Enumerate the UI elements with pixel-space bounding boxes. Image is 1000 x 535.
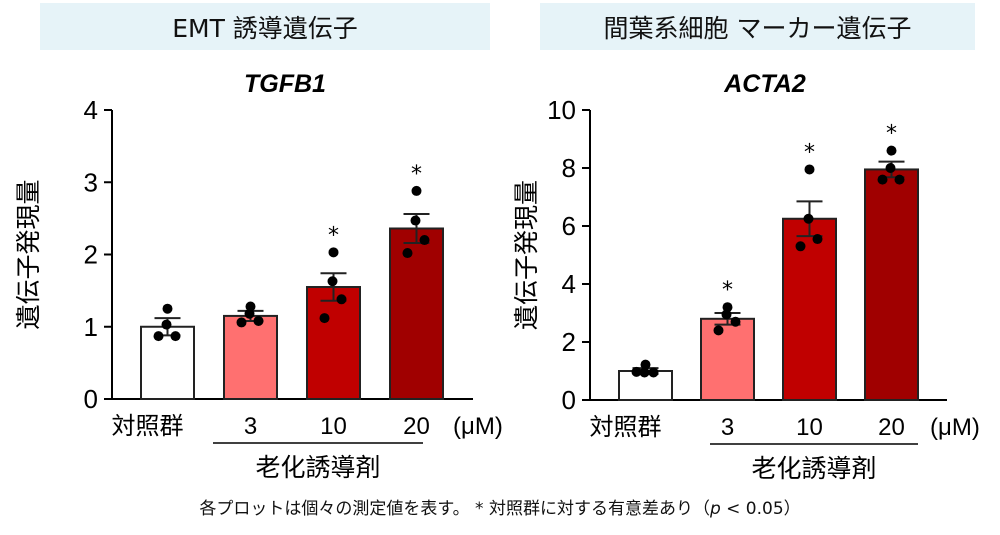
- bar-3: [389, 227, 444, 400]
- footnote-tail: < 0.05）: [720, 499, 801, 519]
- header-emt-genes: EMT 誘導遺伝子: [40, 3, 490, 50]
- bar-2: [306, 286, 361, 401]
- data-point: [804, 164, 815, 175]
- y-tick-label: 2: [84, 240, 98, 270]
- x-category-label: 10: [796, 414, 823, 441]
- data-point: [640, 359, 651, 370]
- x-axis-label: 老化誘導剤: [255, 453, 380, 482]
- y-tick-label: 6: [562, 211, 576, 241]
- data-point: [411, 185, 422, 196]
- chart-title: TGFB1: [244, 70, 326, 98]
- data-point: [631, 366, 642, 377]
- unit-label: (μM): [453, 413, 503, 440]
- data-point: [648, 367, 659, 378]
- data-point: [244, 308, 255, 319]
- data-point: [894, 174, 905, 185]
- data-point: [319, 313, 330, 324]
- x-axis-label: 老化誘導剤: [751, 454, 876, 483]
- data-point: [236, 317, 247, 328]
- x-category-label: 対照群: [112, 413, 184, 440]
- bar-3: [864, 168, 919, 401]
- y-tick-label: 0: [84, 384, 98, 414]
- y-tick-label: 10: [547, 95, 576, 125]
- data-point: [721, 309, 732, 320]
- data-point: [153, 331, 164, 342]
- x-category-label: 20: [403, 413, 430, 440]
- y-tick-label: 8: [562, 153, 576, 183]
- significance-marker: *: [804, 140, 815, 165]
- y-tick-label: 0: [562, 385, 576, 415]
- footnote: 各プロットは個々の測定値を表す。 * 対照群に対する有意差あり（p < 0.05…: [0, 494, 1000, 519]
- y-tick-label: 1: [84, 312, 98, 342]
- x-category-label: 対照群: [590, 414, 662, 441]
- data-point: [402, 248, 413, 259]
- chart-title: ACTA2: [723, 70, 806, 98]
- x-category-label: 20: [878, 414, 905, 441]
- bar-2: [782, 217, 837, 401]
- significance-marker: *: [328, 223, 339, 248]
- data-point: [410, 215, 421, 226]
- y-tick-label: 3: [84, 167, 98, 197]
- y-axis-label: 遺伝子発現量: [512, 180, 541, 330]
- y-axis-label: 遺伝子発現量: [14, 179, 43, 329]
- y-tick-label: 4: [562, 269, 576, 299]
- header-mesenchymal-markers: 間葉系細胞 マーカー遺伝子: [540, 3, 975, 50]
- x-category-label: 3: [244, 413, 257, 440]
- data-point: [328, 247, 339, 258]
- data-point: [419, 235, 430, 246]
- data-point: [795, 241, 806, 252]
- footnote-text: 各プロットは個々の測定値を表す。 * 対照群に対する有意差あり（: [199, 499, 710, 519]
- data-point: [730, 316, 741, 327]
- x-category-label: 3: [721, 414, 734, 441]
- significance-marker: *: [886, 122, 897, 147]
- data-point: [253, 315, 264, 326]
- data-point: [812, 234, 823, 245]
- data-point: [170, 331, 181, 342]
- data-point: [886, 145, 897, 156]
- unit-label: (μM): [930, 414, 980, 441]
- header-text: 間葉系細胞 マーカー遺伝子: [603, 13, 912, 43]
- header-text: EMT 誘導遺伝子: [172, 13, 358, 43]
- significance-marker: *: [411, 162, 422, 187]
- data-point: [336, 294, 347, 305]
- significance-marker: *: [722, 278, 733, 303]
- y-tick-label: 4: [84, 95, 98, 125]
- footnote-p: p: [709, 499, 721, 519]
- data-point: [713, 325, 724, 336]
- data-point: [803, 213, 814, 224]
- y-tick-label: 2: [562, 327, 576, 357]
- x-category-label: 10: [320, 413, 347, 440]
- data-point: [327, 276, 338, 287]
- data-point: [885, 163, 896, 173]
- data-point: [877, 174, 888, 185]
- data-point: [161, 319, 172, 330]
- bar-0: [140, 325, 195, 400]
- bar-1: [700, 317, 755, 401]
- data-point: [162, 303, 173, 314]
- data-point: [639, 367, 650, 378]
- bar-1: [223, 314, 278, 401]
